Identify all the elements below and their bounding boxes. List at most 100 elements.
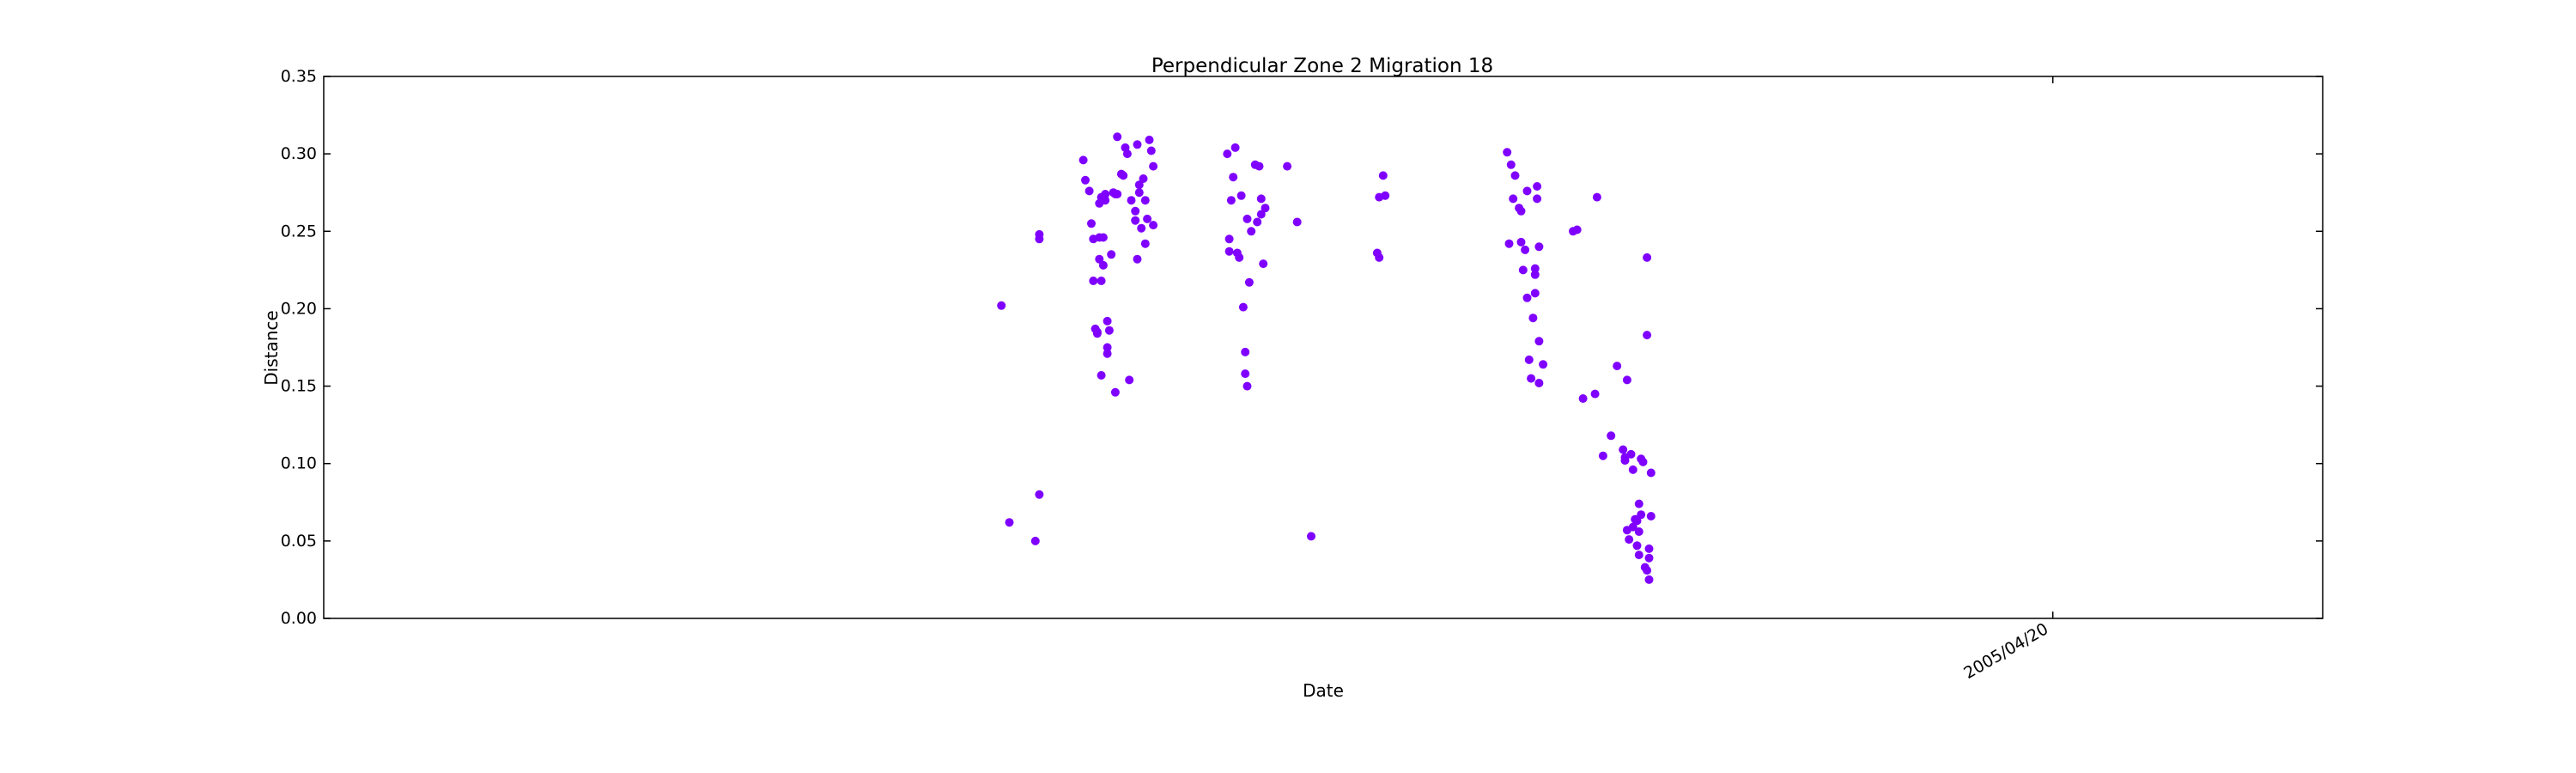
- data-point-103: [1530, 289, 1540, 298]
- data-point-131: [1634, 527, 1643, 536]
- data-point-67: [1241, 347, 1250, 356]
- data-point-73: [1253, 217, 1262, 227]
- data-point-116: [1598, 451, 1607, 460]
- data-point-129: [1632, 516, 1642, 526]
- data-point-123: [1622, 375, 1631, 385]
- data-point-61: [1230, 143, 1240, 152]
- data-point-40: [1127, 196, 1136, 205]
- data-point-17: [1095, 254, 1104, 264]
- data-point-114: [1590, 389, 1600, 399]
- data-point-58: [1224, 247, 1234, 256]
- data-point-78: [1261, 204, 1270, 213]
- data-point-3: [1035, 490, 1044, 499]
- data-point-53: [1146, 146, 1156, 155]
- data-point-34: [1113, 190, 1122, 198]
- data-point-9: [1087, 219, 1096, 228]
- data-point-5: [1035, 234, 1044, 244]
- data-point-20: [1097, 371, 1106, 380]
- data-point-139: [1643, 331, 1652, 340]
- data-point-140: [1643, 253, 1652, 262]
- data-point-110: [1539, 360, 1548, 369]
- y-tick-label-4: 0.20: [281, 299, 317, 318]
- data-point-21: [1098, 233, 1108, 242]
- data-point-93: [1516, 237, 1526, 247]
- data-point-119: [1619, 445, 1628, 454]
- data-point-63: [1235, 253, 1244, 262]
- data-point-60: [1229, 173, 1238, 182]
- chart-title: Perpendicular Zone 2 Migration 18: [1151, 55, 1493, 77]
- data-point-29: [1107, 250, 1116, 259]
- data-point-2: [1030, 536, 1040, 545]
- data-point-130: [1632, 541, 1642, 551]
- y-axis: 0.00 0.05 0.10 0.15 0.20 0.25 0.30 0.35: [281, 67, 2323, 628]
- data-point-64: [1236, 191, 1246, 200]
- y-tick-label-7: 0.35: [281, 67, 317, 86]
- data-point-22: [1098, 260, 1108, 270]
- data-point-145: [1646, 468, 1656, 478]
- data-point-8: [1084, 186, 1094, 196]
- data-point-112: [1572, 225, 1582, 234]
- data-point-141: [1644, 544, 1654, 553]
- data-point-106: [1533, 194, 1542, 204]
- data-point-81: [1307, 532, 1315, 541]
- data-point-43: [1133, 140, 1142, 149]
- data-point-46: [1134, 188, 1144, 198]
- data-point-71: [1247, 227, 1256, 236]
- data-point-113: [1578, 394, 1588, 403]
- data-point-7: [1081, 175, 1090, 185]
- data-point-74: [1255, 161, 1264, 171]
- data-point-126: [1628, 522, 1637, 532]
- data-point-6: [1078, 155, 1088, 165]
- x-axis-title: Date: [1303, 680, 1344, 701]
- data-point-23: [1101, 196, 1110, 205]
- data-point-68: [1242, 214, 1252, 223]
- data-point-102: [1530, 270, 1540, 279]
- data-point-118: [1613, 362, 1622, 371]
- data-point-32: [1110, 387, 1120, 397]
- data-point-49: [1140, 196, 1150, 205]
- data-point-90: [1509, 194, 1518, 204]
- data-point-36: [1119, 171, 1128, 180]
- y-tick-label-5: 0.25: [281, 222, 317, 240]
- data-point-85: [1378, 171, 1388, 180]
- data-point-56: [1223, 149, 1232, 159]
- data-point-66: [1241, 369, 1250, 379]
- y-tick-label-2: 0.10: [281, 454, 317, 473]
- data-point-97: [1522, 186, 1532, 196]
- data-point-127: [1628, 465, 1637, 474]
- data-point-26: [1103, 343, 1112, 352]
- data-point-98: [1522, 293, 1532, 302]
- data-point-45: [1134, 180, 1144, 190]
- data-point-11: [1089, 277, 1098, 285]
- data-point-51: [1143, 214, 1152, 223]
- y-tick-label-3: 0.15: [281, 377, 317, 396]
- y-tick-label-1: 0.05: [281, 532, 317, 551]
- x-axis: 2005/04/20: [1960, 76, 2054, 683]
- data-point-54: [1149, 221, 1158, 230]
- data-point-33: [1113, 132, 1122, 142]
- data-point-95: [1518, 265, 1528, 275]
- data-point-99: [1524, 355, 1534, 364]
- data-point-94: [1516, 206, 1526, 216]
- data-point-100: [1527, 374, 1536, 383]
- data-point-44: [1133, 254, 1142, 264]
- data-point-115: [1592, 192, 1601, 202]
- data-point-48: [1139, 174, 1148, 183]
- data-point-124: [1625, 535, 1634, 545]
- data-point-39: [1125, 375, 1134, 385]
- data-point-96: [1521, 245, 1530, 254]
- data-points: [997, 132, 1656, 584]
- plot-frame: [323, 76, 2324, 619]
- data-point-125: [1626, 449, 1636, 459]
- data-point-87: [1503, 148, 1512, 157]
- data-point-77: [1259, 259, 1268, 269]
- y-axis-title: Distance: [261, 310, 282, 385]
- data-point-25: [1103, 316, 1112, 326]
- data-point-38: [1122, 149, 1132, 159]
- data-point-117: [1607, 431, 1616, 441]
- data-point-144: [1646, 512, 1656, 520]
- data-point-57: [1224, 234, 1234, 244]
- data-point-136: [1638, 457, 1648, 466]
- data-point-75: [1256, 194, 1266, 204]
- data-point-1: [1005, 518, 1014, 527]
